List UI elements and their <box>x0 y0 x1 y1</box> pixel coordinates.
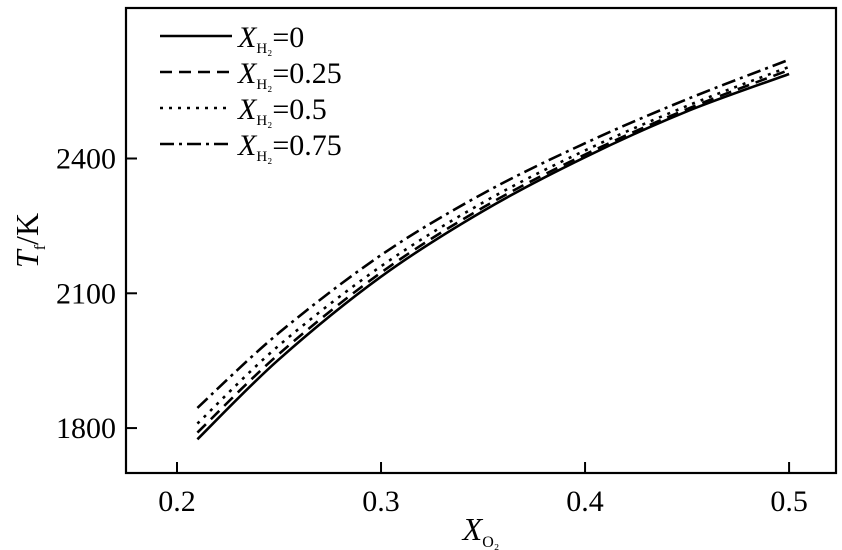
y-axis: 1800 2100 2400 <box>56 143 137 445</box>
y-tick-label: 2400 <box>56 143 116 176</box>
x-tick-label: 0.2 <box>158 485 196 518</box>
y-tick-label: 1800 <box>56 412 116 445</box>
legend-label: XH₂=0 <box>237 21 304 57</box>
series-line-0 <box>196 72 790 441</box>
x-axis-title: XO₂ <box>461 511 500 550</box>
legend-label: XH₂=0.75 <box>237 129 342 165</box>
series-layer <box>196 58 790 441</box>
series-line-1 <box>196 68 790 434</box>
x-tick-label: 0.3 <box>362 485 400 518</box>
x-tick-label: 0.4 <box>566 485 604 518</box>
x-tick-label: 0.5 <box>770 485 808 518</box>
plot-frame <box>124 6 838 475</box>
legend-label: XH₂=0.25 <box>237 57 342 93</box>
y-tick-label: 2100 <box>56 277 116 310</box>
y-axis-title: Tf/K <box>9 213 49 268</box>
series-line-3 <box>196 58 790 409</box>
x-axis: 0.2 0.3 0.4 0.5 <box>158 462 808 518</box>
legend-label: XH₂=0.5 <box>237 93 327 129</box>
series-line-2 <box>196 65 790 425</box>
